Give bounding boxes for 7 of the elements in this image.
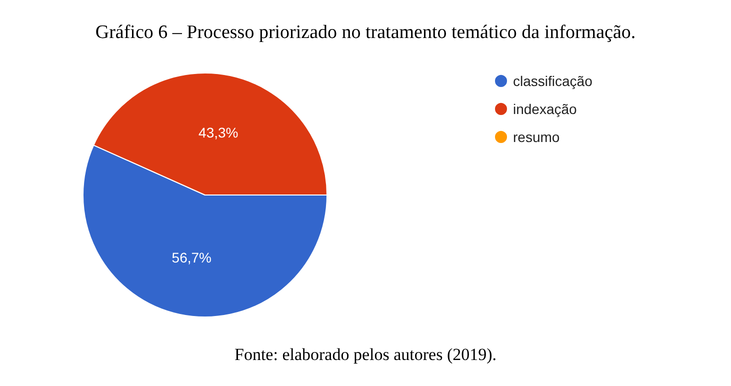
- chart-title: Gráfico 6 – Processo priorizado no tratamento temático da informação.: [95, 22, 636, 43]
- legend-label: indexação: [513, 101, 578, 117]
- legend-label: resumo: [513, 129, 560, 145]
- data-label: 56,7%: [172, 250, 212, 266]
- data-label: 43,3%: [198, 124, 238, 140]
- legend-label: classificação: [513, 73, 593, 89]
- source-note: Fonte: elaborado pelos autores (2019).: [234, 345, 497, 364]
